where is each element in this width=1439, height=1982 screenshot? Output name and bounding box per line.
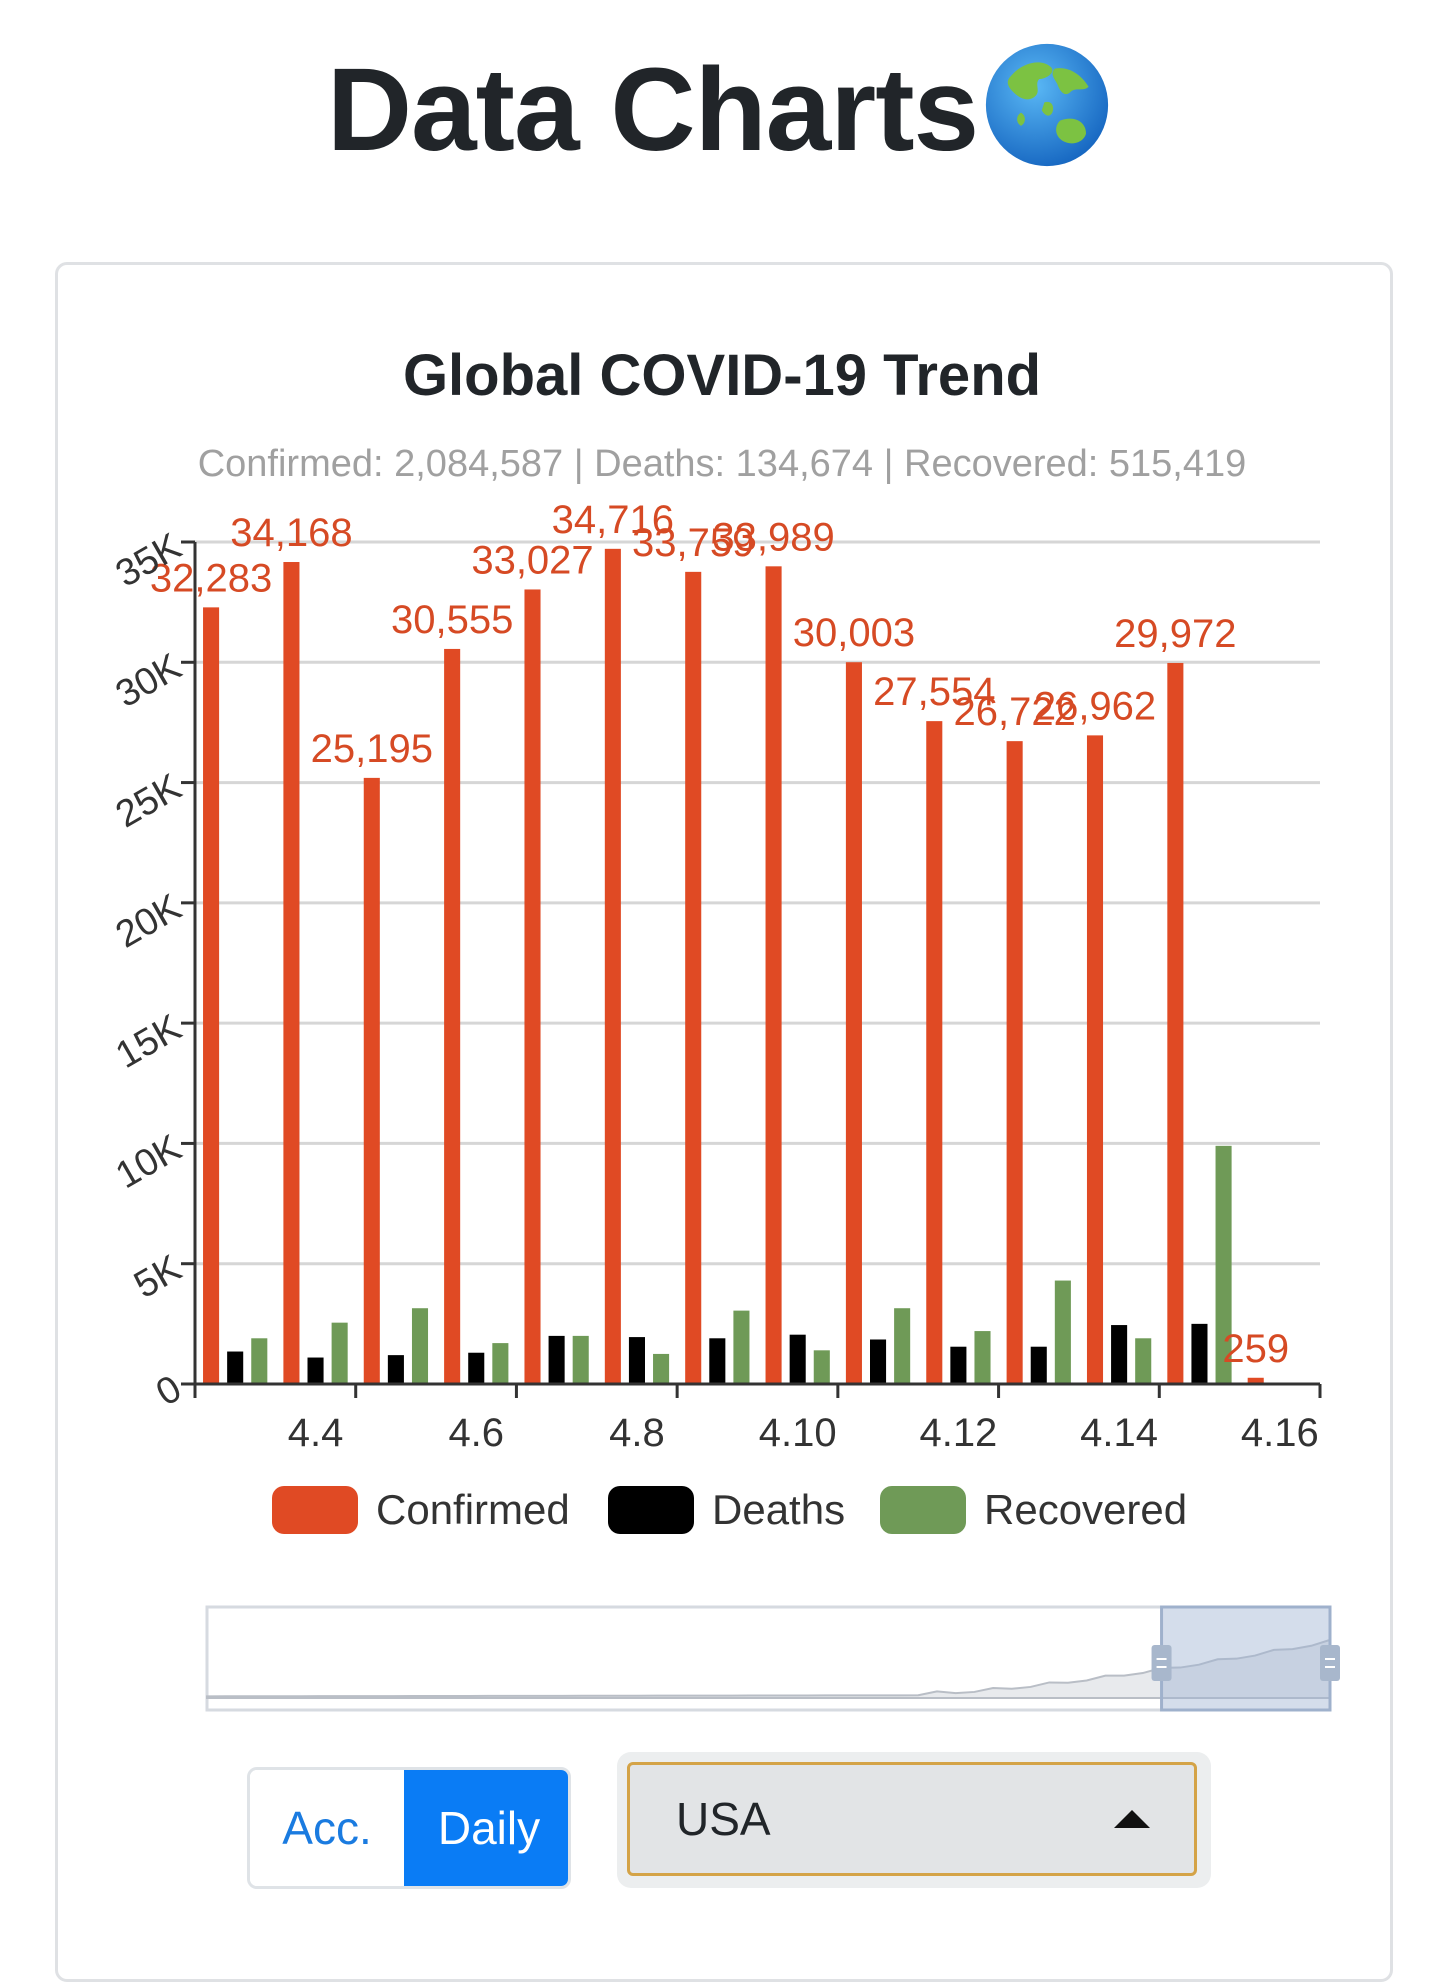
bar-confirmed[interactable]: [203, 607, 220, 1384]
data-label: 29,972: [1114, 612, 1236, 656]
data-label: 26,722: [953, 690, 1075, 734]
bar-recovered[interactable]: [653, 1353, 670, 1384]
bar-confirmed[interactable]: [1247, 1377, 1264, 1384]
bar-deaths[interactable]: [950, 1346, 967, 1384]
bar-deaths[interactable]: [709, 1338, 726, 1384]
y-tick-label: 5K: [127, 1247, 188, 1307]
data-label: 30,003: [793, 611, 915, 655]
data-label: 30,555: [391, 598, 513, 642]
bar-confirmed[interactable]: [765, 566, 782, 1384]
bar-recovered[interactable]: [894, 1308, 911, 1384]
bar-deaths[interactable]: [628, 1337, 645, 1384]
x-tick-label: 4.16: [1241, 1411, 1319, 1455]
bar-recovered[interactable]: [572, 1335, 589, 1384]
bar-deaths[interactable]: [387, 1355, 404, 1384]
bar-confirmed[interactable]: [604, 548, 621, 1384]
data-label: 26,962: [1034, 684, 1156, 728]
bar-deaths[interactable]: [1111, 1325, 1128, 1384]
country-select-wrapper: USA: [617, 1752, 1211, 1888]
y-tick-label: 25K: [109, 766, 189, 836]
y-tick-label: 20K: [109, 886, 189, 956]
legend-item-confirmed[interactable]: Confirmed: [272, 1486, 570, 1534]
bar-recovered[interactable]: [813, 1350, 830, 1384]
bar-recovered[interactable]: [251, 1338, 268, 1384]
bar-confirmed[interactable]: [926, 721, 943, 1384]
daily-button[interactable]: Daily: [404, 1770, 568, 1886]
x-tick-label: 4.6: [448, 1411, 504, 1455]
accumulated-button[interactable]: Acc.: [250, 1770, 404, 1886]
bar-confirmed[interactable]: [1167, 662, 1184, 1384]
bar-deaths[interactable]: [1030, 1346, 1047, 1384]
legend-label: Recovered: [984, 1486, 1187, 1533]
page-title: Data Charts: [0, 40, 1439, 178]
legend-swatch: [880, 1486, 966, 1534]
data-label: 27,554: [873, 670, 995, 714]
bar-confirmed[interactable]: [444, 648, 461, 1384]
x-tick-label: 4.8: [609, 1411, 665, 1455]
x-tick-label: 4.12: [919, 1411, 997, 1455]
page-title-text: Data Charts: [326, 44, 979, 176]
handle-grip: [1151, 1645, 1172, 1681]
data-label: 259: [1222, 1327, 1289, 1371]
y-tick-label: 30K: [109, 646, 189, 716]
bar-recovered[interactable]: [1215, 1145, 1232, 1384]
chart-canvas: Global COVID-19 Trend Confirmed: 2,084,5…: [109, 343, 1340, 1712]
bar-confirmed[interactable]: [1086, 735, 1104, 1384]
zoom-window[interactable]: [1160, 1605, 1332, 1712]
bar-deaths[interactable]: [468, 1352, 485, 1384]
bar-confirmed[interactable]: [283, 562, 300, 1384]
y-tick-label: 10K: [109, 1127, 189, 1197]
bar-deaths[interactable]: [307, 1357, 324, 1384]
data-label: 33,027: [471, 538, 593, 582]
legend-swatch: [608, 1486, 694, 1534]
bar-deaths[interactable]: [548, 1335, 565, 1384]
data-label: 25,195: [311, 727, 433, 771]
chart-title: Global COVID-19 Trend: [403, 343, 1041, 408]
grid-lines: [195, 540, 1320, 1266]
legend-item-recovered[interactable]: Recovered: [880, 1486, 1187, 1534]
x-tick-label: 4.4: [288, 1411, 344, 1455]
zoom-handle-left[interactable]: [1151, 1645, 1172, 1681]
bar-confirmed[interactable]: [524, 589, 541, 1384]
bar-deaths[interactable]: [1191, 1323, 1208, 1384]
globe-icon: [986, 43, 1109, 167]
bar-confirmed[interactable]: [1006, 741, 1023, 1384]
x-tick-label: 4.14: [1080, 1411, 1158, 1455]
data-label: 33,759: [632, 521, 754, 565]
data-label: 33,989: [712, 515, 834, 559]
data-label: 34,168: [230, 511, 352, 555]
bar-confirmed[interactable]: [363, 777, 380, 1384]
x-tick-label: 4.10: [759, 1411, 837, 1455]
bar-deaths[interactable]: [789, 1334, 806, 1384]
legend-label: Deaths: [712, 1486, 845, 1533]
country-select[interactable]: USA: [627, 1762, 1197, 1876]
chart-subtitle: Confirmed: 2,084,587 | Deaths: 134,674 |…: [198, 443, 1247, 485]
bar-confirmed[interactable]: [845, 662, 862, 1384]
zoom-handle-right[interactable]: [1320, 1645, 1340, 1681]
legend[interactable]: Confirmed Deaths Recovered: [272, 1486, 1187, 1534]
y-tick-label: 15K: [109, 1007, 189, 1077]
bar-deaths[interactable]: [870, 1339, 887, 1384]
data-zoom[interactable]: [205, 1605, 1340, 1712]
bar-deaths[interactable]: [227, 1351, 244, 1384]
bar-recovered[interactable]: [733, 1310, 750, 1384]
legend-item-deaths[interactable]: Deaths: [608, 1486, 845, 1534]
country-select-value: USA: [676, 1793, 771, 1845]
bar-recovered[interactable]: [492, 1343, 509, 1384]
bar-recovered[interactable]: [1135, 1338, 1152, 1384]
bar-recovered[interactable]: [974, 1331, 991, 1384]
y-tick-label: 0: [149, 1368, 188, 1415]
data-label: 32,283: [150, 556, 272, 600]
bar-recovered[interactable]: [331, 1322, 348, 1384]
data-label: 34,716: [552, 498, 674, 542]
bar-recovered[interactable]: [1054, 1280, 1071, 1384]
legend-label: Confirmed: [376, 1486, 570, 1533]
legend-swatch: [272, 1486, 358, 1534]
mode-toggle[interactable]: Acc. Daily: [247, 1767, 571, 1889]
caret-up-icon: [1114, 1810, 1150, 1828]
handle-grip: [1320, 1645, 1340, 1681]
bar-recovered[interactable]: [411, 1308, 429, 1384]
bar-confirmed[interactable]: [685, 571, 702, 1384]
